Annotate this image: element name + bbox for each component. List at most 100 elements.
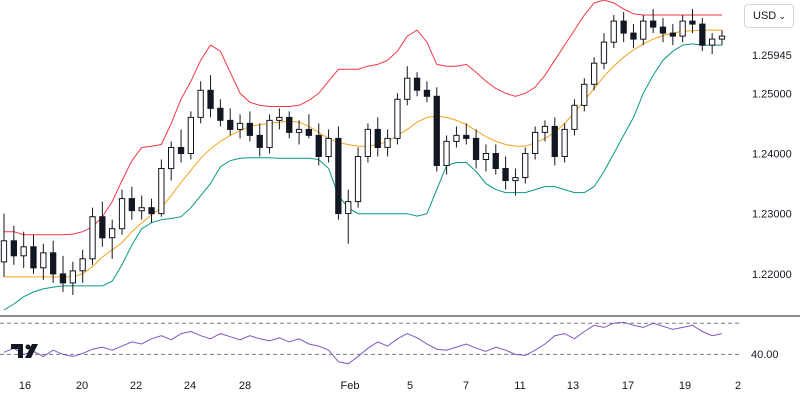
candle — [256, 123, 263, 157]
candle-body-up — [118, 198, 126, 230]
candle-body-down — [492, 153, 499, 169]
rsi-panel — [0, 321, 742, 365]
candle — [384, 129, 391, 157]
candle-body-up — [89, 216, 96, 260]
candle-body-up — [404, 77, 411, 100]
candle — [246, 111, 253, 142]
candle-body-up — [600, 41, 608, 64]
candle-body-down — [227, 119, 234, 130]
bollinger-lower-band — [3, 43, 722, 311]
time-tick-label: 19 — [679, 380, 691, 392]
candle-body-up — [610, 20, 617, 43]
candlestick-series — [0, 9, 726, 295]
candle-body-down — [256, 134, 263, 148]
candle — [207, 75, 214, 118]
candle-body-down — [59, 273, 67, 284]
candle — [394, 93, 401, 145]
time-tick-label: 28 — [239, 380, 251, 392]
candle — [453, 126, 460, 148]
candle-body-up — [69, 270, 76, 284]
currency-select-button[interactable]: USD ⌄ — [744, 4, 794, 28]
time-tick-label: 20 — [76, 380, 88, 392]
time-tick-label: 7 — [463, 380, 469, 392]
candle — [30, 234, 37, 274]
candle — [10, 225, 17, 265]
candle — [315, 123, 322, 166]
time-tick-label: 17 — [622, 380, 634, 392]
candle-body-up — [571, 104, 578, 130]
price-tick-label: 1.25000 — [752, 88, 792, 100]
candle — [413, 72, 421, 97]
candle-body-down — [472, 137, 480, 160]
candle — [286, 111, 293, 139]
current-price-label: 1.25945 — [752, 50, 792, 62]
candle — [177, 129, 185, 163]
candle — [109, 219, 116, 259]
candle-body-down — [99, 216, 106, 239]
candle — [20, 231, 27, 268]
price-axis: 1.22000 1.23000 1.24000 1.25000 — [752, 88, 792, 281]
candle — [354, 147, 362, 208]
candle-body-up — [364, 128, 372, 157]
candle-body-down — [413, 77, 421, 91]
candle — [679, 15, 686, 43]
candle-body-up — [443, 140, 450, 166]
candle — [0, 213, 8, 277]
candle-body-up — [138, 207, 145, 212]
candle — [522, 147, 529, 184]
candle — [118, 189, 126, 235]
candle-body-up — [0, 240, 8, 263]
candle-body-down — [217, 107, 224, 121]
candle-body-up — [236, 122, 244, 130]
candle-body-up — [541, 125, 549, 133]
candle — [472, 129, 480, 169]
candle — [345, 189, 352, 244]
candle — [168, 141, 175, 181]
candle — [709, 33, 716, 55]
candle-body-up — [532, 131, 539, 154]
candle-body-down — [463, 134, 470, 139]
time-tick-label: 24 — [184, 380, 196, 392]
candle-body-down — [246, 122, 253, 136]
candle-body-down — [128, 198, 135, 212]
candle-body-down — [650, 20, 657, 28]
candle — [571, 99, 578, 136]
candle — [502, 156, 509, 190]
candle-body-down — [423, 89, 431, 97]
candle-body-down — [305, 128, 313, 136]
candle — [335, 126, 342, 220]
candle-body-down — [659, 26, 667, 34]
candle — [541, 120, 549, 142]
price-tick-label: 1.22000 — [752, 269, 792, 281]
candle — [217, 99, 224, 127]
candle — [433, 87, 440, 172]
currency-label: USD — [753, 10, 777, 22]
candle — [561, 123, 568, 163]
candle-body-up — [40, 252, 47, 269]
candle — [581, 78, 588, 112]
candle — [689, 9, 696, 34]
candle-body-up — [354, 156, 362, 203]
rsi-level-label: 40.00 — [751, 349, 779, 361]
candle — [404, 66, 411, 106]
price-tick-label: 1.23000 — [752, 209, 792, 221]
candle-body-up — [453, 134, 460, 142]
candle-body-up — [709, 38, 716, 46]
candle — [128, 186, 135, 220]
candle-body-up — [482, 153, 490, 160]
candle-body-up — [679, 20, 686, 37]
candle — [630, 24, 637, 49]
candle — [551, 117, 558, 166]
candle-body-up — [591, 62, 598, 85]
candle-body-down — [689, 20, 696, 25]
candle-body-up — [718, 35, 726, 40]
time-tick-label: 13 — [567, 380, 579, 392]
time-tick-label: 11 — [514, 380, 525, 392]
candle-body-up — [168, 147, 175, 170]
candle-body-down — [374, 128, 381, 148]
candle-body-up — [109, 228, 116, 239]
candle-body-down — [10, 240, 17, 257]
candle-body-down — [551, 125, 558, 158]
candle — [59, 255, 67, 292]
